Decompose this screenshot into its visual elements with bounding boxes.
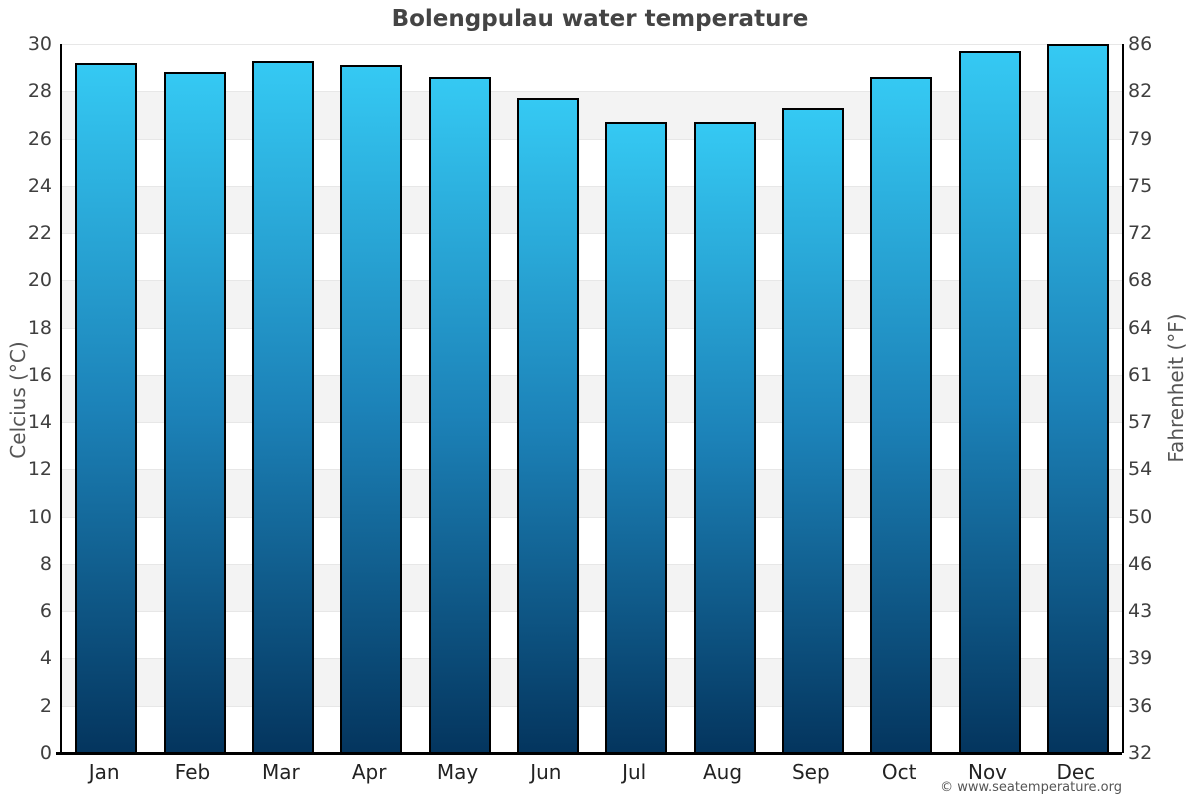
background-band bbox=[62, 563, 1122, 612]
gridline-22c bbox=[62, 233, 1122, 235]
bar-jul[interactable] bbox=[605, 121, 668, 753]
gridline-16c bbox=[62, 374, 1122, 376]
background-band bbox=[62, 185, 1122, 234]
background-band bbox=[62, 469, 1122, 517]
bar-aug[interactable] bbox=[693, 121, 756, 753]
y-tick-left-10: 10 bbox=[27, 505, 52, 528]
background-band bbox=[62, 44, 1122, 92]
gridline-24c bbox=[62, 185, 1122, 187]
x-tick-mar: Mar bbox=[261, 760, 300, 784]
y-tick-left-6: 6 bbox=[39, 600, 52, 623]
x-tick-jun: Jun bbox=[530, 760, 562, 784]
y-tick-left-30: 30 bbox=[27, 33, 52, 55]
x-tick-jan: Jan bbox=[88, 760, 120, 784]
gridline-28c bbox=[62, 91, 1122, 93]
x-axis-line bbox=[56, 752, 1122, 755]
background-band bbox=[62, 705, 1122, 753]
plot-area bbox=[60, 44, 1124, 753]
y-tick-right-82: 82 bbox=[1128, 80, 1153, 103]
background-band bbox=[62, 327, 1122, 375]
gridline-20c bbox=[62, 280, 1122, 282]
bar-apr[interactable] bbox=[340, 65, 403, 753]
y-tick-left-2: 2 bbox=[39, 694, 52, 717]
bar-jan[interactable] bbox=[75, 62, 138, 753]
y-tick-left-0: 0 bbox=[39, 742, 52, 764]
y-tick-right-50: 50 bbox=[1128, 505, 1153, 528]
background-band bbox=[62, 374, 1122, 423]
x-tick-dec: Dec bbox=[1056, 760, 1096, 784]
background-band bbox=[62, 658, 1122, 706]
y-tick-right-68: 68 bbox=[1128, 269, 1153, 292]
y-tick-right-39: 39 bbox=[1128, 647, 1153, 670]
gridline-6c bbox=[62, 611, 1122, 613]
gridline-14c bbox=[62, 422, 1122, 424]
y-tick-right-46: 46 bbox=[1128, 552, 1153, 575]
y-tick-left-8: 8 bbox=[39, 552, 52, 575]
x-tick-feb: Feb bbox=[174, 760, 211, 784]
y-tick-left-14: 14 bbox=[27, 411, 52, 434]
bar-jun[interactable] bbox=[516, 98, 579, 753]
y-tick-right-79: 79 bbox=[1128, 127, 1153, 150]
y-tick-left-24: 24 bbox=[27, 174, 52, 197]
background-band bbox=[62, 422, 1122, 470]
gridline-4c bbox=[62, 658, 1122, 660]
y-tick-right-75: 75 bbox=[1128, 174, 1153, 197]
gridline-30c bbox=[62, 44, 1122, 45]
x-tick-oct: Oct bbox=[881, 760, 917, 784]
bar-sep[interactable] bbox=[781, 107, 844, 753]
y-tick-right-32: 32 bbox=[1128, 742, 1153, 764]
bar-may[interactable] bbox=[428, 77, 491, 753]
bar-feb[interactable] bbox=[163, 72, 226, 753]
y-tick-left-12: 12 bbox=[27, 458, 52, 481]
y-tick-left-28: 28 bbox=[27, 80, 52, 103]
background-band bbox=[62, 233, 1122, 281]
background-band bbox=[62, 91, 1122, 139]
chart-title: Bolengpulau water temperature bbox=[391, 6, 809, 32]
y-tick-left-20: 20 bbox=[27, 269, 52, 292]
y-tick-right-36: 36 bbox=[1128, 694, 1153, 717]
background-band bbox=[62, 280, 1122, 328]
bar-nov[interactable] bbox=[958, 51, 1021, 753]
gridline-12c bbox=[62, 469, 1122, 471]
y-tick-left-16: 16 bbox=[27, 363, 52, 386]
bar-dec[interactable] bbox=[1046, 44, 1109, 753]
y-tick-right-86: 86 bbox=[1128, 33, 1153, 55]
y-tick-right-61: 61 bbox=[1128, 363, 1153, 386]
x-tick-may: May bbox=[436, 760, 479, 784]
x-tick-jul: Jul bbox=[622, 760, 647, 784]
x-tick-nov: Nov bbox=[967, 760, 1008, 784]
y-tick-right-54: 54 bbox=[1128, 458, 1153, 481]
bar-mar[interactable] bbox=[251, 60, 314, 753]
background-band bbox=[62, 138, 1122, 186]
y-tick-left-4: 4 bbox=[39, 647, 52, 670]
x-tick-aug: Aug bbox=[702, 760, 743, 784]
y-axis-left-title: Celcius (°C) bbox=[6, 341, 30, 459]
gridline-2c bbox=[62, 705, 1122, 707]
copyright-text: © www.seatemperature.org bbox=[940, 780, 1122, 795]
y-tick-left-26: 26 bbox=[27, 127, 52, 150]
background-band bbox=[62, 516, 1122, 564]
x-tick-apr: Apr bbox=[351, 760, 387, 784]
y-axis-right-title: Fahrenheit (°F) bbox=[1164, 313, 1188, 463]
y-tick-right-57: 57 bbox=[1128, 411, 1153, 434]
y-tick-right-64: 64 bbox=[1128, 316, 1153, 339]
y-tick-right-72: 72 bbox=[1128, 222, 1153, 245]
gridline-8c bbox=[62, 563, 1122, 565]
y-tick-left-22: 22 bbox=[27, 222, 52, 245]
x-tick-sep: Sep bbox=[791, 760, 830, 784]
gridline-10c bbox=[62, 516, 1122, 518]
gridline-26c bbox=[62, 138, 1122, 140]
gridline-18c bbox=[62, 327, 1122, 329]
y-tick-left-18: 18 bbox=[27, 316, 52, 339]
bar-oct[interactable] bbox=[870, 77, 933, 753]
background-band bbox=[62, 611, 1122, 659]
y-tick-right-43: 43 bbox=[1128, 600, 1153, 623]
